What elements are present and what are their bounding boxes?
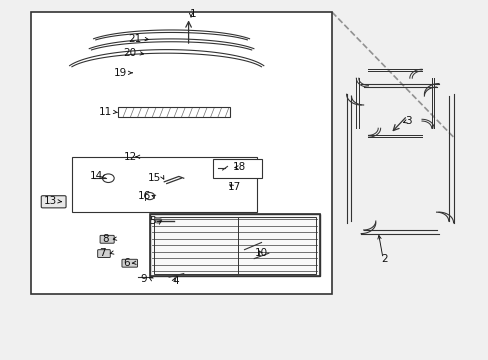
Text: 7: 7 xyxy=(99,248,105,258)
Text: 8: 8 xyxy=(102,234,109,244)
Text: 17: 17 xyxy=(228,182,241,192)
FancyBboxPatch shape xyxy=(100,235,114,243)
Text: 6: 6 xyxy=(123,258,130,268)
Text: 16: 16 xyxy=(138,191,151,201)
Text: 12: 12 xyxy=(123,152,137,162)
FancyBboxPatch shape xyxy=(98,249,110,257)
Text: 10: 10 xyxy=(254,248,267,258)
FancyBboxPatch shape xyxy=(72,157,256,212)
Text: 21: 21 xyxy=(128,34,142,44)
FancyBboxPatch shape xyxy=(149,214,319,276)
Text: 20: 20 xyxy=(123,48,137,58)
Circle shape xyxy=(154,217,162,223)
Text: 4: 4 xyxy=(172,276,179,286)
Text: 9: 9 xyxy=(140,274,147,284)
Text: 15: 15 xyxy=(148,173,161,183)
FancyBboxPatch shape xyxy=(30,12,331,294)
FancyBboxPatch shape xyxy=(118,108,229,117)
Text: 5: 5 xyxy=(148,216,155,226)
FancyBboxPatch shape xyxy=(41,196,66,208)
Text: 14: 14 xyxy=(89,171,102,181)
FancyBboxPatch shape xyxy=(122,259,137,267)
Text: 1: 1 xyxy=(190,9,196,19)
Text: 2: 2 xyxy=(381,253,387,264)
Text: 3: 3 xyxy=(405,116,411,126)
Text: 13: 13 xyxy=(43,197,57,206)
Text: 11: 11 xyxy=(99,107,112,117)
Text: 19: 19 xyxy=(114,68,127,78)
Text: 18: 18 xyxy=(233,162,246,172)
FancyBboxPatch shape xyxy=(212,158,261,178)
